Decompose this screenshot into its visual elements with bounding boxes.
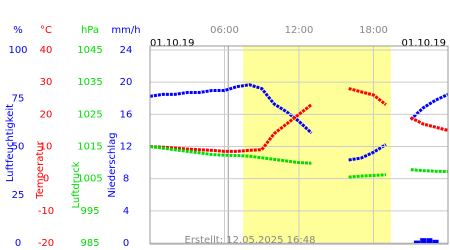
y-tick-label: 8 xyxy=(123,174,129,185)
y-tick-label: 20 xyxy=(120,77,133,88)
axis-label: Luftdruck xyxy=(71,161,82,208)
y-tick-label: 75 xyxy=(12,93,25,104)
y-tick-label: 30 xyxy=(40,77,53,88)
data-line xyxy=(149,145,449,179)
axis-unit: °C xyxy=(40,25,52,36)
y-tick-label: 24 xyxy=(120,45,133,56)
rain-bar xyxy=(413,240,420,243)
y-tick-label: -20 xyxy=(38,238,54,249)
y-tick-label: 1025 xyxy=(77,109,102,120)
rain-bar xyxy=(420,238,427,243)
axis-unit: mm/h xyxy=(111,25,140,36)
y-tick-label: 12 xyxy=(120,142,133,153)
y-tick-label: 20 xyxy=(40,109,53,120)
y-tick-label: 0 xyxy=(123,238,129,249)
y-tick-label: 1015 xyxy=(77,142,102,153)
y-tick-label: 1045 xyxy=(77,45,102,56)
axis-unit: hPa xyxy=(81,25,99,36)
y-tick-label: 10 xyxy=(40,142,53,153)
axis-unit: % xyxy=(13,25,23,36)
y-tick-label: 40 xyxy=(40,45,53,56)
axis-label: Niederschlag xyxy=(107,132,118,197)
y-tick-label: 25 xyxy=(12,190,25,201)
footer: Erstellt: 12.05.2025 16:48 xyxy=(185,235,316,246)
y-tick-label: 16 xyxy=(120,109,133,120)
y-tick-label: 1005 xyxy=(77,174,102,185)
plot-frame xyxy=(149,45,449,245)
date-right: 01.10.19 xyxy=(401,38,446,49)
data-line xyxy=(149,87,449,153)
x-tick-label: 18:00 xyxy=(359,25,388,36)
axis-label: Luftfeuchtigkeit xyxy=(5,104,16,182)
y-tick-label: 0 xyxy=(15,238,21,249)
y-tick-label: 50 xyxy=(12,142,25,153)
y-tick-label: 0 xyxy=(43,174,49,185)
y-tick-label: 4 xyxy=(123,206,129,217)
x-tick-label: 06:00 xyxy=(210,25,239,36)
y-tick-label: 985 xyxy=(80,238,99,249)
y-tick-label: -10 xyxy=(38,206,54,217)
rain-bar xyxy=(426,238,433,243)
rain-bar xyxy=(432,239,439,243)
y-tick-label: 100 xyxy=(8,45,27,56)
y-tick-label: 995 xyxy=(80,206,99,217)
x-tick-label: 12:00 xyxy=(285,25,314,36)
data-line xyxy=(149,83,449,162)
y-tick-label: 1035 xyxy=(77,77,102,88)
date-left: 01.10.19 xyxy=(150,38,195,49)
axis-label: Temperatur xyxy=(35,140,46,199)
